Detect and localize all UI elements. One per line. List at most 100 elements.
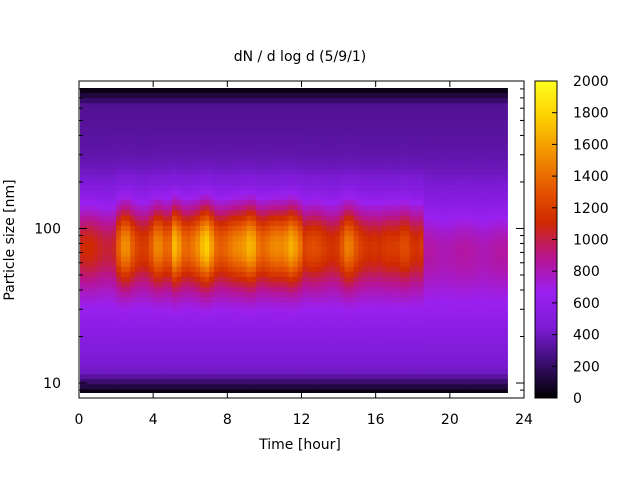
heatmap-cell	[335, 363, 341, 369]
heatmap-cell	[330, 220, 336, 226]
heatmap-cell	[209, 245, 215, 252]
heatmap-cell	[92, 322, 99, 329]
heatmap-cell	[83, 240, 89, 247]
heatmap-cell	[237, 378, 243, 385]
heatmap-cell	[344, 174, 350, 180]
heatmap-cell	[367, 255, 373, 262]
heatmap-cell	[330, 143, 336, 150]
heatmap-cell	[260, 169, 266, 175]
heatmap-cell	[120, 148, 127, 155]
heatmap-cell	[162, 88, 169, 93]
heatmap-cell	[232, 97, 238, 104]
heatmap-cell	[265, 235, 271, 242]
heatmap-cell	[106, 378, 113, 385]
heatmap-cell	[116, 153, 122, 160]
heatmap-cell	[200, 128, 206, 134]
heatmap-cell	[362, 240, 369, 247]
heatmap-cell	[307, 220, 313, 226]
heatmap-cell	[218, 153, 224, 160]
heatmap-cell	[404, 163, 411, 170]
heatmap-cell	[120, 184, 127, 191]
heatmap-cell	[241, 179, 248, 185]
heatmap-cell	[255, 383, 262, 390]
heatmap-cell	[204, 358, 210, 364]
heatmap-cell	[344, 153, 350, 160]
heatmap-cell	[246, 153, 252, 160]
heatmap-cell	[279, 373, 285, 380]
heatmap-cell	[288, 312, 294, 318]
heatmap-cell	[283, 225, 290, 231]
heatmap-cell	[167, 266, 173, 272]
heatmap-cell	[381, 296, 387, 303]
heatmap-cell	[404, 255, 411, 262]
heatmap-cell	[241, 240, 248, 247]
heatmap-cell	[339, 286, 345, 293]
heatmap-cell	[460, 281, 467, 288]
heatmap-cell	[418, 174, 425, 180]
heatmap-cell	[232, 332, 238, 339]
heatmap-cell	[223, 107, 229, 114]
heatmap-cell	[418, 158, 425, 165]
heatmap-cell	[381, 337, 387, 344]
heatmap-cell	[251, 138, 257, 145]
heatmap-cell	[227, 153, 234, 160]
heatmap-cell	[227, 179, 234, 185]
heatmap-cell	[116, 368, 122, 375]
heatmap-cell	[265, 301, 271, 308]
heatmap-cell	[344, 388, 350, 393]
heatmap-cell	[97, 307, 103, 313]
heatmap-cell	[218, 363, 224, 369]
heatmap-cell	[353, 194, 359, 201]
heatmap-cell	[302, 317, 308, 323]
heatmap-cell	[321, 271, 327, 277]
heatmap-cell	[451, 148, 457, 155]
heatmap-cell	[125, 138, 131, 145]
heatmap-cell	[102, 245, 108, 252]
heatmap-cell	[428, 271, 434, 277]
heatmap-cell	[102, 271, 108, 277]
heatmap-cell	[214, 97, 220, 104]
heatmap-cell	[139, 368, 145, 375]
heatmap-cell	[97, 301, 103, 308]
heatmap-cell	[218, 266, 224, 272]
heatmap-cell	[227, 235, 234, 242]
heatmap-cell	[200, 347, 206, 354]
heatmap-cell	[144, 209, 150, 216]
heatmap-cell	[456, 291, 462, 298]
heatmap-cell	[381, 163, 387, 170]
heatmap-cell	[162, 107, 169, 114]
heatmap-cell	[111, 148, 117, 155]
heatmap-cell	[269, 235, 276, 242]
heatmap-cell	[418, 281, 425, 288]
heatmap-cell	[130, 179, 136, 185]
heatmap-cell	[330, 102, 336, 109]
heatmap-cell	[274, 215, 280, 221]
heatmap-cell	[283, 240, 290, 247]
heatmap-cell	[237, 204, 243, 211]
heatmap-cell	[218, 353, 224, 359]
heatmap-cell	[325, 199, 332, 206]
heatmap-cell	[106, 133, 113, 139]
heatmap-cell	[204, 255, 210, 262]
heatmap-cell	[297, 327, 304, 334]
heatmap-cell	[335, 337, 341, 344]
heatmap-cell	[241, 373, 248, 380]
heatmap-cell	[144, 148, 150, 155]
heatmap-cell	[92, 169, 99, 175]
heatmap-cell	[432, 225, 439, 231]
heatmap-cell	[232, 271, 238, 277]
heatmap-cell	[162, 199, 169, 206]
heatmap-cell	[460, 112, 467, 119]
heatmap-cell	[80, 230, 85, 237]
heatmap-cell	[362, 363, 369, 369]
heatmap-cell	[237, 271, 243, 277]
heatmap-cell	[409, 240, 415, 247]
heatmap-cell	[134, 88, 141, 93]
heatmap-cell	[111, 245, 117, 252]
heatmap-cell	[260, 368, 266, 375]
heatmap-cell	[418, 209, 425, 216]
heatmap-cell	[279, 245, 285, 252]
heatmap-cell	[116, 286, 122, 293]
heatmap-cell	[437, 209, 443, 216]
heatmap-cell	[325, 230, 332, 237]
